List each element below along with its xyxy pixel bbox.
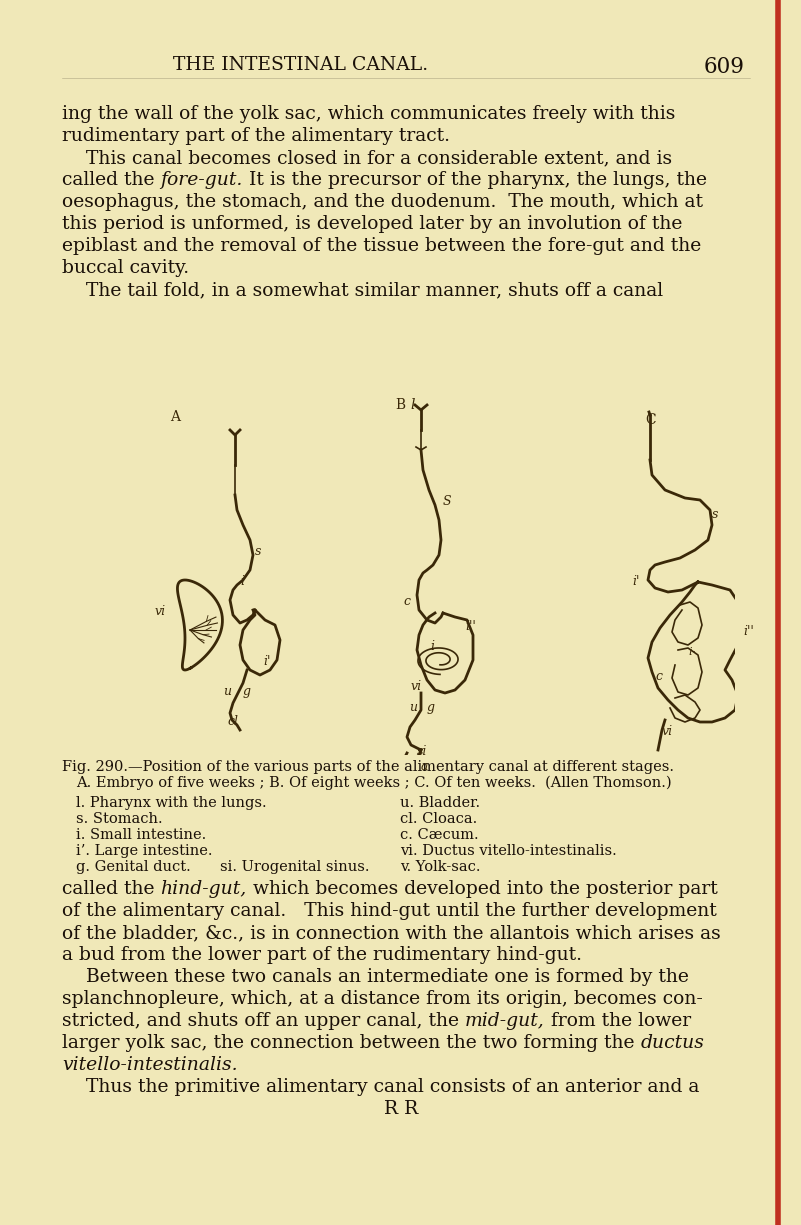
Text: cl: cl: [227, 715, 238, 728]
Text: B: B: [395, 398, 405, 412]
Text: hind-gut,: hind-gut,: [160, 880, 247, 898]
Text: vi: vi: [662, 725, 673, 737]
Text: S: S: [443, 495, 452, 508]
Text: i'': i'': [465, 620, 476, 633]
Text: v. Yolk-sac.: v. Yolk-sac.: [400, 860, 481, 873]
Text: i: i: [240, 575, 244, 588]
Text: g: g: [243, 685, 251, 698]
Text: The tail fold, in a somewhat similar manner, shuts off a canal: The tail fold, in a somewhat similar man…: [62, 281, 663, 299]
Text: ing the wall of the yolk sac, which communicates freely with this: ing the wall of the yolk sac, which comm…: [62, 105, 675, 123]
Text: s: s: [712, 508, 718, 521]
Text: Between these two canals an intermediate one is formed by the: Between these two canals an intermediate…: [62, 968, 689, 986]
Text: i'': i'': [743, 625, 754, 638]
Text: Fig. 290.—Position of the various parts of the alimentary canal at different sta: Fig. 290.—Position of the various parts …: [62, 760, 674, 774]
Text: stricted, and shuts off an upper canal, the: stricted, and shuts off an upper canal, …: [62, 1012, 465, 1030]
Text: called the: called the: [62, 880, 160, 898]
Text: s. Stomach.: s. Stomach.: [76, 812, 163, 826]
Text: epiblast and the removal of the tissue between the fore-gut and the: epiblast and the removal of the tissue b…: [62, 236, 701, 255]
Text: larger yolk sac, the connection between the two forming the: larger yolk sac, the connection between …: [62, 1034, 641, 1052]
Text: oesophagus, the stomach, and the duodenum.  The mouth, which at: oesophagus, the stomach, and the duodenu…: [62, 194, 703, 211]
Text: si. Urogenital sinus.: si. Urogenital sinus.: [220, 860, 369, 873]
Text: C: C: [645, 413, 656, 428]
Text: u. Bladder.: u. Bladder.: [400, 796, 480, 810]
Text: Thus the primitive alimentary canal consists of an anterior and a: Thus the primitive alimentary canal cons…: [62, 1078, 699, 1096]
Text: vi: vi: [155, 605, 166, 617]
Text: i': i': [632, 575, 639, 588]
Text: vitello-intestinalis.: vitello-intestinalis.: [62, 1056, 238, 1074]
Text: ductus: ductus: [641, 1034, 704, 1052]
Text: g. Genital duct.: g. Genital duct.: [76, 860, 191, 873]
Text: this period is unformed, is developed later by an involution of the: this period is unformed, is developed la…: [62, 216, 682, 233]
Text: c. Cæcum.: c. Cæcum.: [400, 828, 479, 842]
Text: c: c: [403, 595, 410, 608]
Text: a bud from the lower part of the rudimentary hind-gut.: a bud from the lower part of the rudimen…: [62, 946, 582, 964]
Text: mid-gut,: mid-gut,: [465, 1012, 545, 1030]
Text: rudimentary part of the alimentary tract.: rudimentary part of the alimentary tract…: [62, 127, 450, 145]
Text: R R: R R: [384, 1100, 418, 1118]
Text: cl. Cloaca.: cl. Cloaca.: [400, 812, 477, 826]
Text: buccal cavity.: buccal cavity.: [62, 258, 189, 277]
Text: u: u: [409, 701, 417, 714]
Text: vi: vi: [411, 680, 422, 693]
Text: 609: 609: [704, 56, 745, 78]
Text: l. Pharynx with the lungs.: l. Pharynx with the lungs.: [76, 796, 267, 810]
Text: THE INTESTINAL CANAL.: THE INTESTINAL CANAL.: [174, 56, 429, 74]
Text: a: a: [421, 760, 429, 773]
Text: i. Small intestine.: i. Small intestine.: [76, 828, 206, 842]
Text: from the lower: from the lower: [545, 1012, 691, 1030]
Text: called the: called the: [62, 172, 160, 189]
Text: It is the precursor of the pharynx, the lungs, the: It is the precursor of the pharynx, the …: [243, 172, 706, 189]
Text: splanchnopleure, which, at a distance from its origin, becomes con-: splanchnopleure, which, at a distance fr…: [62, 990, 702, 1008]
Text: of the bladder, &c., is in connection with the allantois which arises as: of the bladder, &c., is in connection wi…: [62, 924, 721, 942]
Text: This canal becomes closed in for a considerable extent, and is: This canal becomes closed in for a consi…: [62, 149, 672, 167]
Text: c: c: [655, 670, 662, 684]
Text: i': i': [263, 655, 271, 668]
Text: si: si: [417, 745, 428, 758]
Text: A. Embryo of five weeks ; B. Of eight weeks ; C. Of ten weeks.  (Allen Thomson.): A. Embryo of five weeks ; B. Of eight we…: [76, 775, 671, 790]
Text: vi. Ductus vitello-intestinalis.: vi. Ductus vitello-intestinalis.: [400, 844, 617, 858]
Text: i’. Large intestine.: i’. Large intestine.: [76, 844, 212, 858]
Text: which becomes developed into the posterior part: which becomes developed into the posteri…: [247, 880, 718, 898]
Text: fore-gut.: fore-gut.: [160, 172, 243, 189]
Text: A: A: [170, 410, 180, 424]
Text: i: i: [430, 639, 434, 653]
Text: u: u: [223, 685, 231, 698]
Text: of the alimentary canal.   This hind-gut until the further development: of the alimentary canal. This hind-gut u…: [62, 902, 717, 920]
Text: s: s: [255, 545, 261, 559]
Text: g: g: [427, 701, 435, 714]
Text: l: l: [410, 398, 414, 412]
Text: i-: i-: [688, 647, 695, 657]
